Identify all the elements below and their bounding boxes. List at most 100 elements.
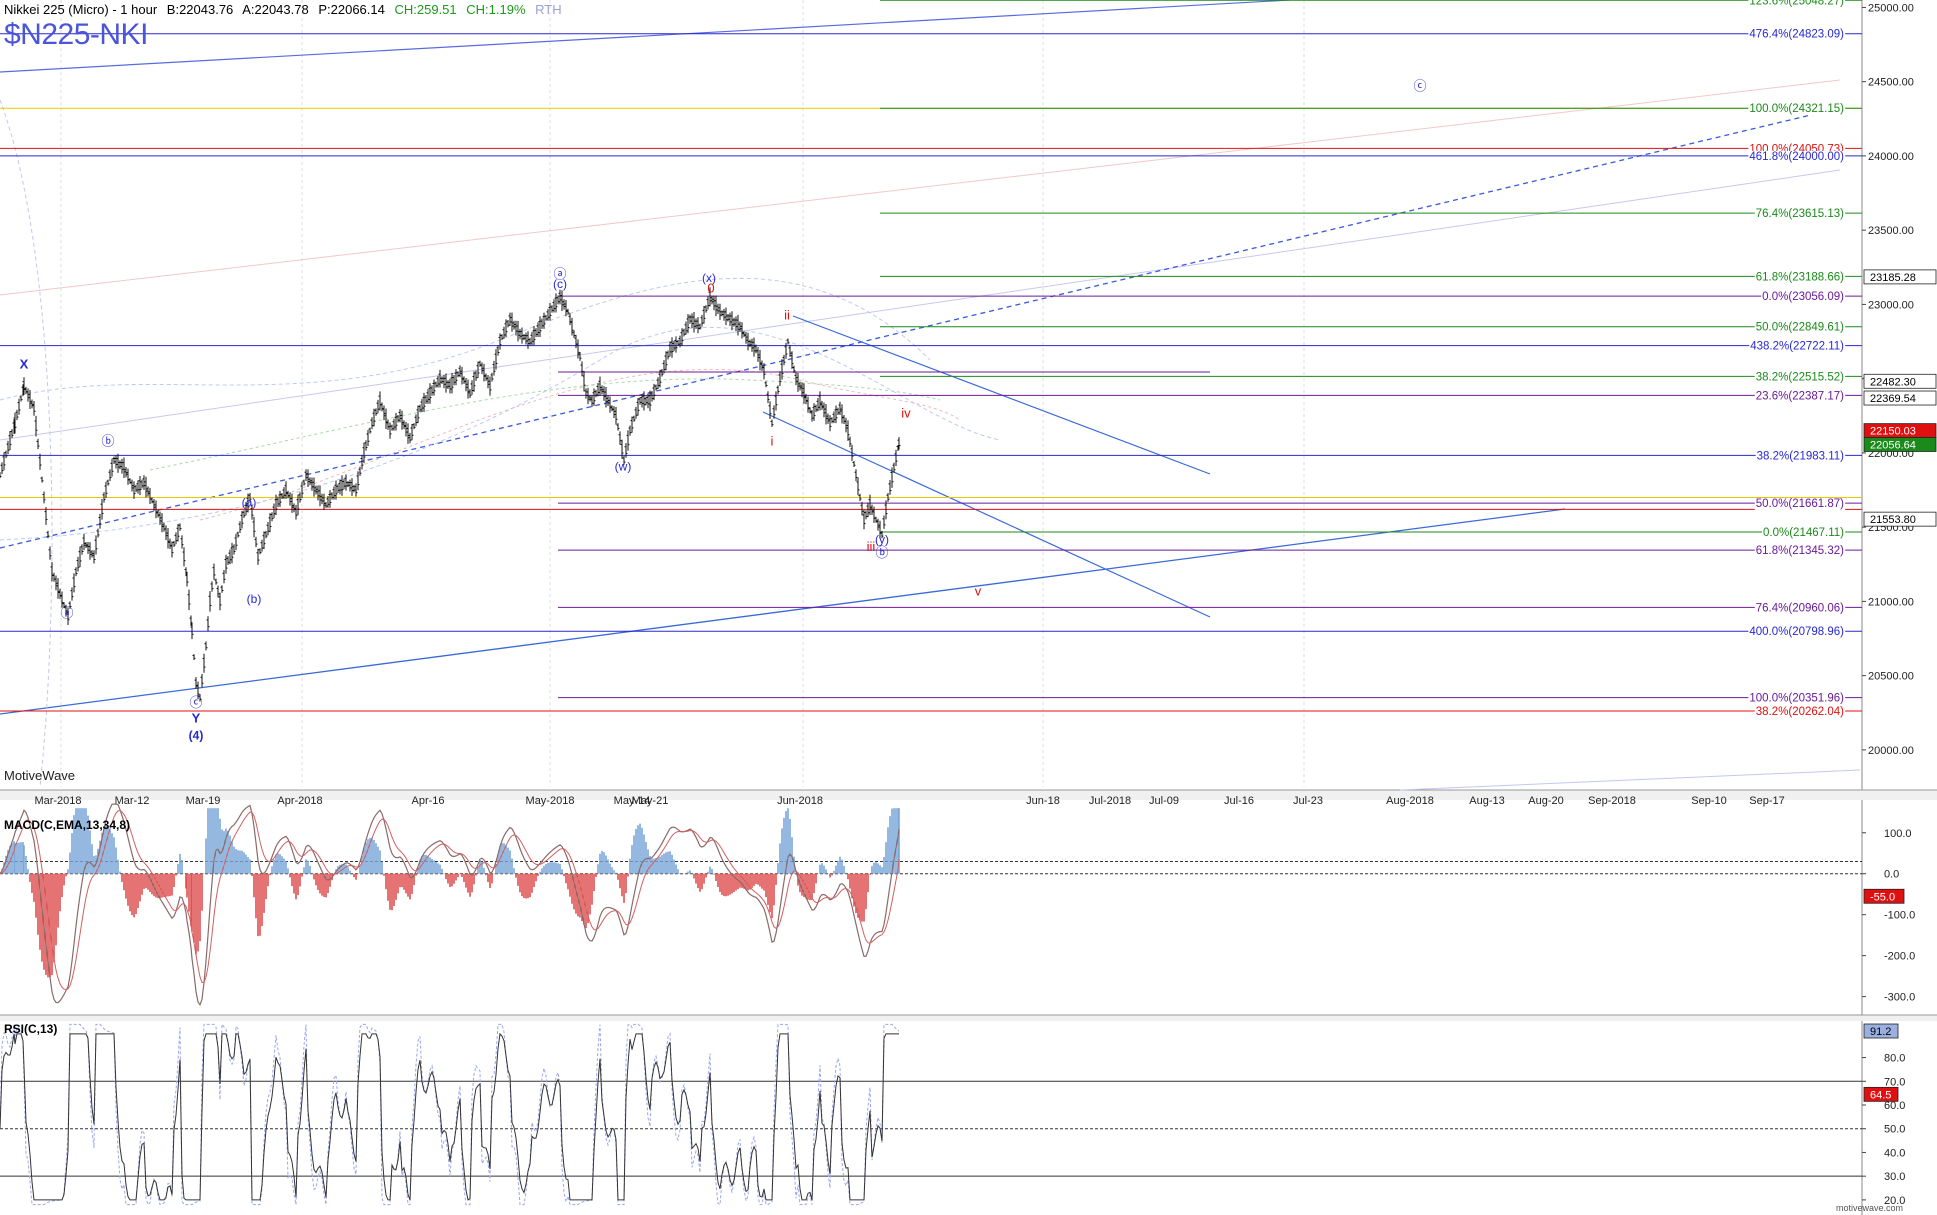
x-tick-label: Sep-10 bbox=[1691, 795, 1726, 807]
panel-separator bbox=[0, 790, 1937, 800]
wave-label: ⓑ bbox=[875, 545, 888, 560]
wave-label: X bbox=[20, 356, 29, 371]
wave-label: ⓒ bbox=[189, 695, 202, 710]
price-tag-box bbox=[1863, 269, 1937, 285]
x-tick-label: Jun-2018 bbox=[777, 795, 823, 807]
fib-level-label: 0.0%(23056.09) bbox=[1762, 291, 1844, 303]
price-tag-box bbox=[1863, 437, 1937, 452]
fib-level-label: 100.0%(20351.96) bbox=[1749, 693, 1844, 705]
price-tag-label: 21553.80 bbox=[1870, 514, 1916, 526]
fib-label-bg bbox=[1755, 450, 1846, 463]
wave-label: ⓐ bbox=[553, 266, 566, 281]
y-tick-label: 20000.00 bbox=[1868, 745, 1914, 757]
rsi-y-tick-label: 40.0 bbox=[1884, 1147, 1905, 1159]
x-tick-label: Sep-2018 bbox=[1588, 795, 1636, 807]
rsi-y-tick-label: 80.0 bbox=[1884, 1053, 1905, 1065]
chart-header: Nikkei 225 (Micro) - 1 hour B:22043.76 A… bbox=[4, 2, 568, 17]
panel-separator bbox=[0, 1015, 1937, 1021]
fib-label-bg bbox=[1754, 271, 1846, 284]
wave-label: (b) bbox=[247, 592, 262, 606]
x-tick-label: Jun-18 bbox=[1026, 795, 1060, 807]
fib-level-label: 400.0%(20798.96) bbox=[1749, 626, 1844, 638]
rsi-y-tick-label: 30.0 bbox=[1884, 1171, 1905, 1183]
lower-trend-line bbox=[0, 508, 1566, 715]
price-tag-box bbox=[1863, 373, 1937, 389]
fib-label-bg bbox=[1754, 390, 1846, 403]
x-tick-label: May-14 bbox=[614, 795, 651, 807]
x-tick-label: Aug-2018 bbox=[1386, 795, 1434, 807]
rsi-y-tick-label: 20.0 bbox=[1884, 1195, 1905, 1207]
rsi-y-tick-label: 60.0 bbox=[1884, 1100, 1905, 1112]
x-tick-label: Jul-09 bbox=[1149, 795, 1179, 807]
upper-trend-line bbox=[0, 0, 1291, 73]
y-tick-label: 20500.00 bbox=[1868, 671, 1914, 683]
fib-label-bg bbox=[1748, 103, 1846, 116]
fib-label-bg bbox=[1754, 705, 1846, 718]
fib-level-label: 50.0%(22849.61) bbox=[1756, 322, 1844, 334]
session-label: RTH bbox=[535, 2, 562, 17]
wave-label: (c) bbox=[553, 277, 567, 291]
rsi-line bbox=[0, 1032, 899, 1201]
wave-label: iv bbox=[901, 405, 911, 420]
lavender-channel-line bbox=[0, 169, 1841, 441]
change-value: CH:259.51 bbox=[394, 2, 457, 17]
x-tick-label: Sep-17 bbox=[1749, 795, 1784, 807]
y-tick-label: 24000.00 bbox=[1868, 151, 1914, 163]
fib-label-bg bbox=[1748, 692, 1846, 705]
wave-label: ii bbox=[784, 307, 790, 322]
price-value: P:22066.14 bbox=[318, 2, 385, 17]
x-tick-label: Jul-2018 bbox=[1089, 795, 1131, 807]
wave-label: ⓐ bbox=[60, 606, 73, 621]
rsi-tag-label: 91.2 bbox=[1870, 1026, 1891, 1038]
fib-label-bg bbox=[1762, 527, 1846, 540]
x-tick-label: Mar-2018 bbox=[34, 795, 81, 807]
x-tick-label: Apr-16 bbox=[411, 795, 444, 807]
fib-level-label: 461.8%(24000.00) bbox=[1749, 151, 1844, 163]
macd-signal-line bbox=[0, 810, 900, 990]
brand-url: motivewave.com bbox=[1836, 1203, 1904, 1213]
moving-average-curve bbox=[149, 378, 941, 471]
axis-background bbox=[1862, 0, 1937, 1215]
wave-label: ⓒ bbox=[1413, 79, 1426, 94]
fib-level-label: 23.6%(22387.17) bbox=[1756, 390, 1844, 402]
bollinger-curve bbox=[0, 99, 53, 788]
macd-line bbox=[0, 803, 900, 1007]
wave-label: i bbox=[771, 433, 774, 448]
price-tag-label: 22369.54 bbox=[1870, 393, 1916, 405]
fib-label-bg bbox=[1754, 208, 1846, 221]
rsi-y-tick-label: 70.0 bbox=[1884, 1076, 1905, 1088]
fib-level-label: 0.0%(21467.11) bbox=[1763, 527, 1844, 539]
price-tag-label: 23185.28 bbox=[1870, 272, 1916, 284]
macd-y-tick-label: 0.0 bbox=[1884, 869, 1899, 881]
rsi-panel-title: RSI(C,13) bbox=[4, 1022, 58, 1036]
faint-line bbox=[1399, 769, 1861, 791]
ask-value: A:22043.78 bbox=[242, 2, 309, 17]
dashed-trend-line bbox=[0, 107, 1841, 549]
fib-label-bg bbox=[1748, 0, 1846, 8]
price-tag-label: 22150.03 bbox=[1870, 426, 1916, 438]
y-tick-label: 24500.00 bbox=[1868, 77, 1914, 89]
y-tick-label: 23500.00 bbox=[1868, 225, 1914, 237]
macd-y-tick-label: -300.0 bbox=[1884, 992, 1915, 1004]
fib-level-label: 100.0%(24321.15) bbox=[1749, 103, 1844, 115]
descending-channel-lower bbox=[762, 411, 1211, 618]
fib-label-bg bbox=[1754, 602, 1846, 615]
wave-label: iii bbox=[867, 539, 876, 554]
x-tick-label: May-2018 bbox=[526, 795, 575, 807]
pink-channel-line bbox=[0, 79, 1841, 296]
instrument-title: Nikkei 225 (Micro) - 1 hour bbox=[4, 2, 158, 17]
wave-label: (w) bbox=[615, 460, 632, 474]
fib-level-label: 76.4%(23615.13) bbox=[1756, 208, 1844, 220]
wave-label: 0 bbox=[707, 281, 714, 296]
fib-label-bg bbox=[1754, 371, 1846, 384]
price-tag-box bbox=[1863, 511, 1937, 527]
fib-label-bg bbox=[1754, 321, 1846, 334]
symbol-label: $N225-NKI bbox=[4, 18, 148, 51]
fib-level-label: 61.8%(21345.32) bbox=[1756, 545, 1844, 557]
fib-level-label: 438.2%(22722.11) bbox=[1750, 341, 1844, 353]
x-tick-label: Apr-2018 bbox=[277, 795, 322, 807]
fib-level-label: 38.2%(20262.04) bbox=[1756, 706, 1844, 718]
wave-label: ⓑ bbox=[101, 433, 114, 448]
fib-label-bg bbox=[1754, 545, 1846, 558]
